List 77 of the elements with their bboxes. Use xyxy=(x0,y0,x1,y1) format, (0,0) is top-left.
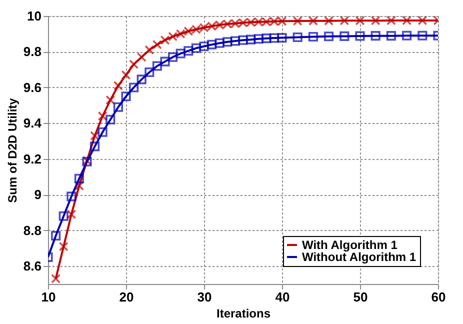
point xyxy=(246,34,256,44)
point xyxy=(168,52,178,62)
point xyxy=(402,30,412,40)
point xyxy=(254,34,264,44)
point xyxy=(136,52,146,62)
point xyxy=(98,127,108,137)
x-tick-label: 50 xyxy=(353,290,368,304)
point xyxy=(230,36,240,46)
point xyxy=(238,35,248,45)
y-tick-label: 9.6 xyxy=(23,80,42,95)
y-tick-label: 9.8 xyxy=(23,44,42,60)
point xyxy=(121,92,131,102)
point xyxy=(58,211,68,221)
point xyxy=(222,37,232,47)
point xyxy=(66,210,76,220)
point xyxy=(129,59,139,70)
legend-label: Without Algorithm 1 xyxy=(302,250,416,264)
point xyxy=(340,16,350,26)
point xyxy=(106,114,116,124)
point xyxy=(370,16,380,26)
point xyxy=(144,68,154,78)
point xyxy=(199,42,209,52)
point xyxy=(355,16,365,26)
point xyxy=(355,31,365,41)
point xyxy=(340,31,350,41)
point xyxy=(402,16,412,26)
point xyxy=(214,38,224,48)
point xyxy=(152,61,162,71)
point xyxy=(90,130,100,140)
point xyxy=(292,32,302,42)
point xyxy=(113,102,123,112)
point xyxy=(176,48,186,58)
point xyxy=(277,33,287,43)
point xyxy=(207,40,217,50)
x-axis-title: Iterations xyxy=(216,306,271,320)
point xyxy=(292,16,302,26)
point xyxy=(58,242,68,252)
y-tick-label: 9.2 xyxy=(23,151,42,166)
x-tick-label: 10 xyxy=(41,290,56,304)
legend-label: With Algorithm 1 xyxy=(302,238,398,252)
point xyxy=(129,82,139,92)
point xyxy=(51,230,61,241)
point xyxy=(262,34,272,44)
point xyxy=(160,56,170,66)
point xyxy=(98,111,108,121)
y-tick-label: 8.8 xyxy=(23,222,42,238)
point xyxy=(136,74,146,84)
x-tick-label: 20 xyxy=(119,290,134,304)
x-tick-label: 40 xyxy=(275,290,290,304)
point xyxy=(269,33,279,43)
point xyxy=(370,31,380,41)
point xyxy=(386,16,396,26)
point xyxy=(51,274,61,284)
point xyxy=(308,32,318,42)
y-tick-label: 9 xyxy=(34,187,42,202)
y-tick-label: 9.4 xyxy=(23,116,42,131)
point xyxy=(121,70,131,80)
point xyxy=(113,80,123,90)
point xyxy=(324,16,334,26)
point xyxy=(152,40,162,50)
point xyxy=(418,30,428,40)
point xyxy=(324,32,334,42)
x-tick-label: 30 xyxy=(197,290,212,304)
y-tick-label: 10 xyxy=(27,8,42,24)
point xyxy=(144,45,154,55)
point xyxy=(66,192,76,202)
point xyxy=(184,46,194,56)
point xyxy=(74,174,84,184)
x-tick-label: 60 xyxy=(431,290,446,304)
point xyxy=(106,95,116,105)
y-axis-title: Sum of D2D Utility xyxy=(5,98,20,203)
point xyxy=(308,16,318,26)
point xyxy=(386,31,396,41)
y-tick-label: 8.6 xyxy=(23,258,42,274)
point xyxy=(191,43,201,53)
point xyxy=(418,16,428,26)
point xyxy=(90,142,100,152)
